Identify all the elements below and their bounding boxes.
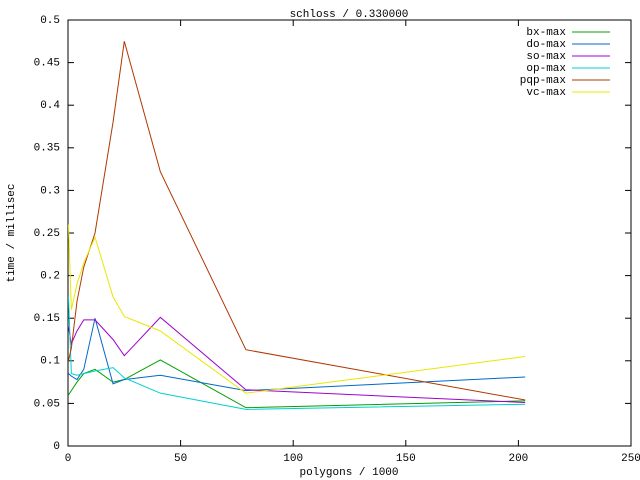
series-line bbox=[67, 224, 526, 394]
chart-title: schloss / 0.330000 bbox=[290, 9, 409, 21]
legend-label: op-max bbox=[526, 63, 566, 75]
x-tick-label: 100 bbox=[283, 453, 303, 465]
legend-label: bx-max bbox=[526, 27, 566, 39]
y-tick-label: 0.05 bbox=[34, 398, 60, 410]
y-axis-label: time / millisec bbox=[6, 183, 18, 282]
y-tick-label: 0.15 bbox=[34, 313, 60, 325]
y-tick-label: 0.3 bbox=[40, 185, 60, 197]
y-tick-label: 0.25 bbox=[34, 228, 60, 240]
series-line bbox=[67, 316, 526, 404]
legend-label: vc-max bbox=[526, 87, 566, 99]
x-tick-label: 150 bbox=[396, 453, 416, 465]
series-line bbox=[67, 296, 526, 410]
y-tick-label: 0.2 bbox=[40, 271, 60, 283]
y-tick-label: 0.4 bbox=[40, 100, 60, 112]
series-line bbox=[68, 359, 526, 409]
y-tick-label: 0 bbox=[53, 441, 60, 453]
x-tick-label: 0 bbox=[65, 453, 72, 465]
y-tick-label: 0.1 bbox=[40, 356, 60, 368]
x-tick-label: 200 bbox=[508, 453, 528, 465]
x-tick-label: 250 bbox=[621, 453, 640, 465]
series-line bbox=[68, 318, 526, 392]
legend-label: so-max bbox=[526, 51, 566, 63]
y-tick-label: 0.35 bbox=[34, 143, 60, 155]
x-axis-label: polygons / 1000 bbox=[299, 467, 398, 479]
x-tick-label: 50 bbox=[174, 453, 187, 465]
y-tick-label: 0.45 bbox=[34, 58, 60, 70]
series-line bbox=[67, 41, 526, 401]
y-tick-label: 0.5 bbox=[40, 15, 60, 27]
legend-label: do-max bbox=[526, 39, 566, 51]
legend-label: pqp-max bbox=[520, 75, 567, 87]
